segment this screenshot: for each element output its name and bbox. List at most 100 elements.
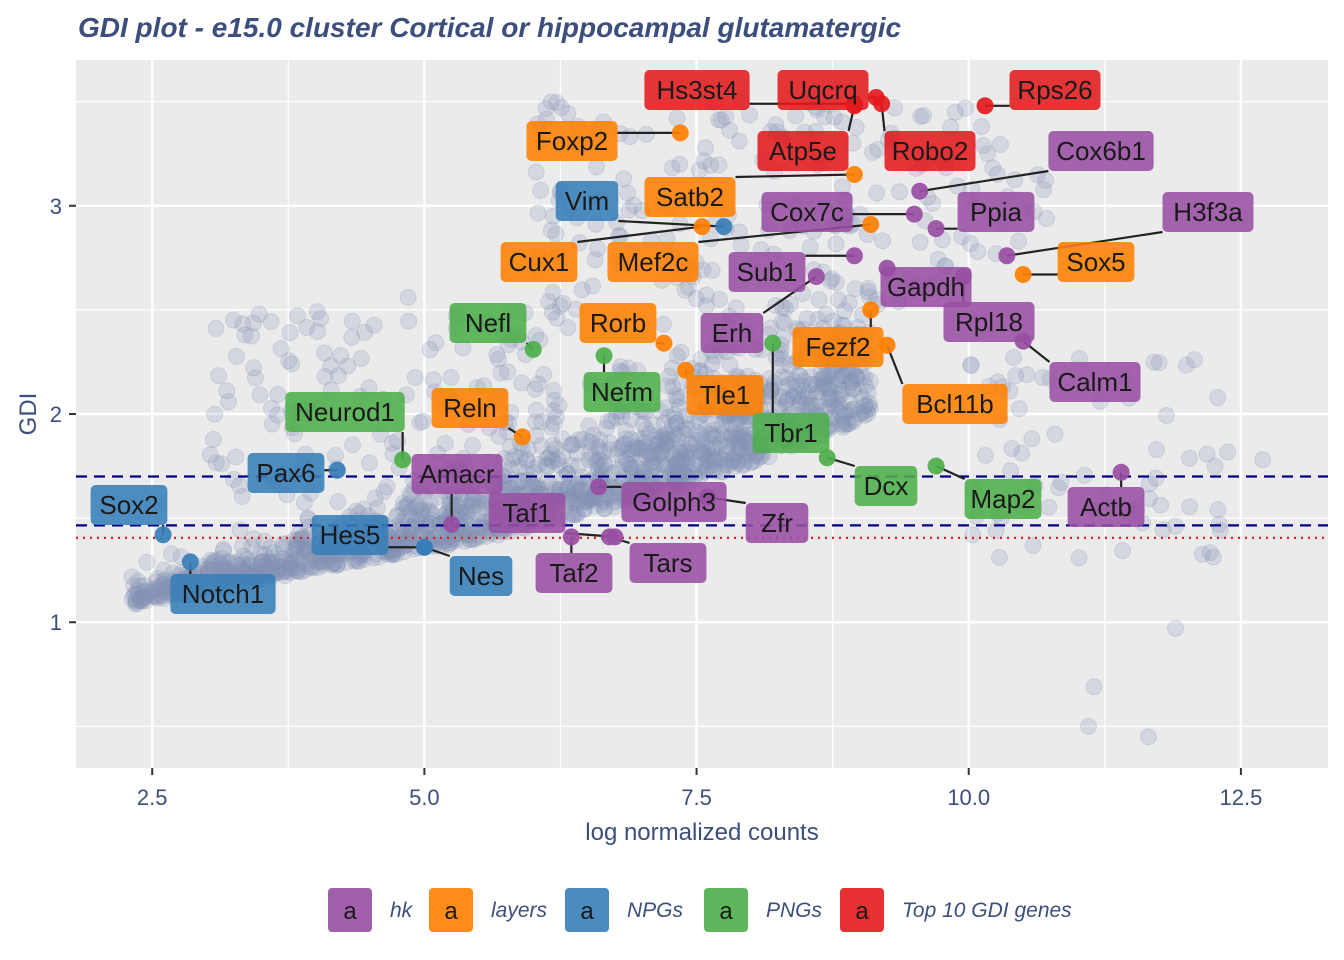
background-point (622, 458, 640, 476)
background-point (666, 455, 684, 473)
label-taf1: Taf1 (488, 493, 566, 533)
background-point (235, 547, 253, 565)
background-point (831, 370, 849, 388)
gene-label-text: Rpl18 (955, 307, 1023, 337)
background-point (631, 431, 648, 448)
background-point (388, 536, 406, 554)
background-point (667, 387, 685, 405)
background-point (678, 450, 696, 468)
label-cox6b1: Cox6b1 (1048, 131, 1154, 171)
background-point (854, 389, 872, 407)
background-point (295, 539, 313, 557)
background-point (915, 107, 932, 125)
background-point (644, 458, 662, 476)
gene-label-text: Nes (458, 561, 504, 591)
background-point (660, 409, 678, 426)
background-point (127, 585, 145, 603)
background-point (136, 582, 154, 600)
background-point (278, 535, 296, 553)
point-rorb (655, 334, 673, 352)
background-point (673, 451, 691, 469)
x-axis-label: log normalized counts (585, 819, 818, 846)
background-point (326, 447, 344, 464)
gene-label-text: Dcx (864, 471, 909, 501)
background-point (856, 368, 874, 386)
background-point (1150, 354, 1168, 372)
background-point (253, 553, 271, 571)
background-point (976, 446, 994, 464)
background-point (911, 233, 929, 251)
background-point (637, 447, 655, 465)
background-point (728, 445, 746, 463)
label-actb: Actb (1067, 487, 1145, 527)
background-point (408, 497, 426, 515)
background-point (655, 429, 673, 447)
background-point (263, 415, 281, 433)
background-point (662, 465, 680, 483)
label-pax6: Pax6 (247, 453, 325, 493)
background-point (818, 367, 836, 385)
background-point (584, 277, 601, 295)
background-point (125, 586, 143, 604)
point-rps26 (976, 97, 994, 115)
point-sox2 (154, 526, 172, 544)
background-point (290, 562, 307, 580)
background-point (461, 530, 479, 548)
background-point (212, 555, 230, 573)
background-point (705, 421, 723, 439)
background-point (655, 315, 672, 333)
background-point (686, 455, 704, 473)
point-h3f3a (998, 247, 1016, 265)
background-point (657, 426, 675, 444)
background-point (678, 442, 696, 460)
background-point (815, 368, 833, 386)
background-point (834, 407, 852, 425)
background-point (666, 456, 684, 474)
background-point (292, 531, 310, 548)
legend-key-text: a (580, 898, 594, 925)
background-point (634, 415, 652, 433)
background-point (290, 550, 308, 568)
background-point (827, 375, 845, 393)
background-point (693, 444, 711, 462)
background-point (702, 441, 720, 459)
background-point (218, 382, 236, 400)
background-point (574, 473, 592, 491)
label-erh: Erh (700, 313, 764, 353)
label-rps26: Rps26 (1009, 70, 1101, 110)
background-point (704, 436, 721, 454)
background-point (638, 442, 656, 460)
background-point (343, 312, 361, 330)
label-taf2: Taf2 (535, 553, 613, 593)
gene-label-text: Zfr (761, 508, 793, 538)
background-point (256, 546, 273, 564)
gene-label-text: Cux1 (509, 247, 570, 277)
label-ppia: Ppia (957, 192, 1035, 232)
background-point (403, 527, 421, 545)
background-point (1024, 537, 1042, 554)
background-point (814, 374, 832, 392)
label-bcl11b: Bcl11b (902, 384, 1008, 424)
background-point (276, 559, 294, 577)
gene-label-text: Cox7c (770, 197, 844, 227)
point-taf2 (562, 528, 580, 546)
background-point (127, 591, 145, 609)
background-point (566, 481, 584, 498)
background-point (683, 435, 700, 453)
gene-label-text: Actb (1080, 492, 1132, 522)
background-point (588, 452, 606, 470)
background-point (545, 415, 563, 432)
background-point (729, 454, 747, 472)
background-point (655, 414, 673, 432)
background-point (398, 532, 415, 550)
label-h3f3a: H3f3a (1162, 192, 1254, 232)
background-point (155, 561, 173, 579)
background-point (148, 587, 166, 605)
background-point (1003, 440, 1021, 457)
background-point (595, 456, 613, 474)
background-point (718, 443, 736, 461)
background-point (215, 540, 232, 558)
background-point (795, 372, 813, 390)
background-point (678, 451, 696, 469)
background-point (653, 444, 671, 462)
